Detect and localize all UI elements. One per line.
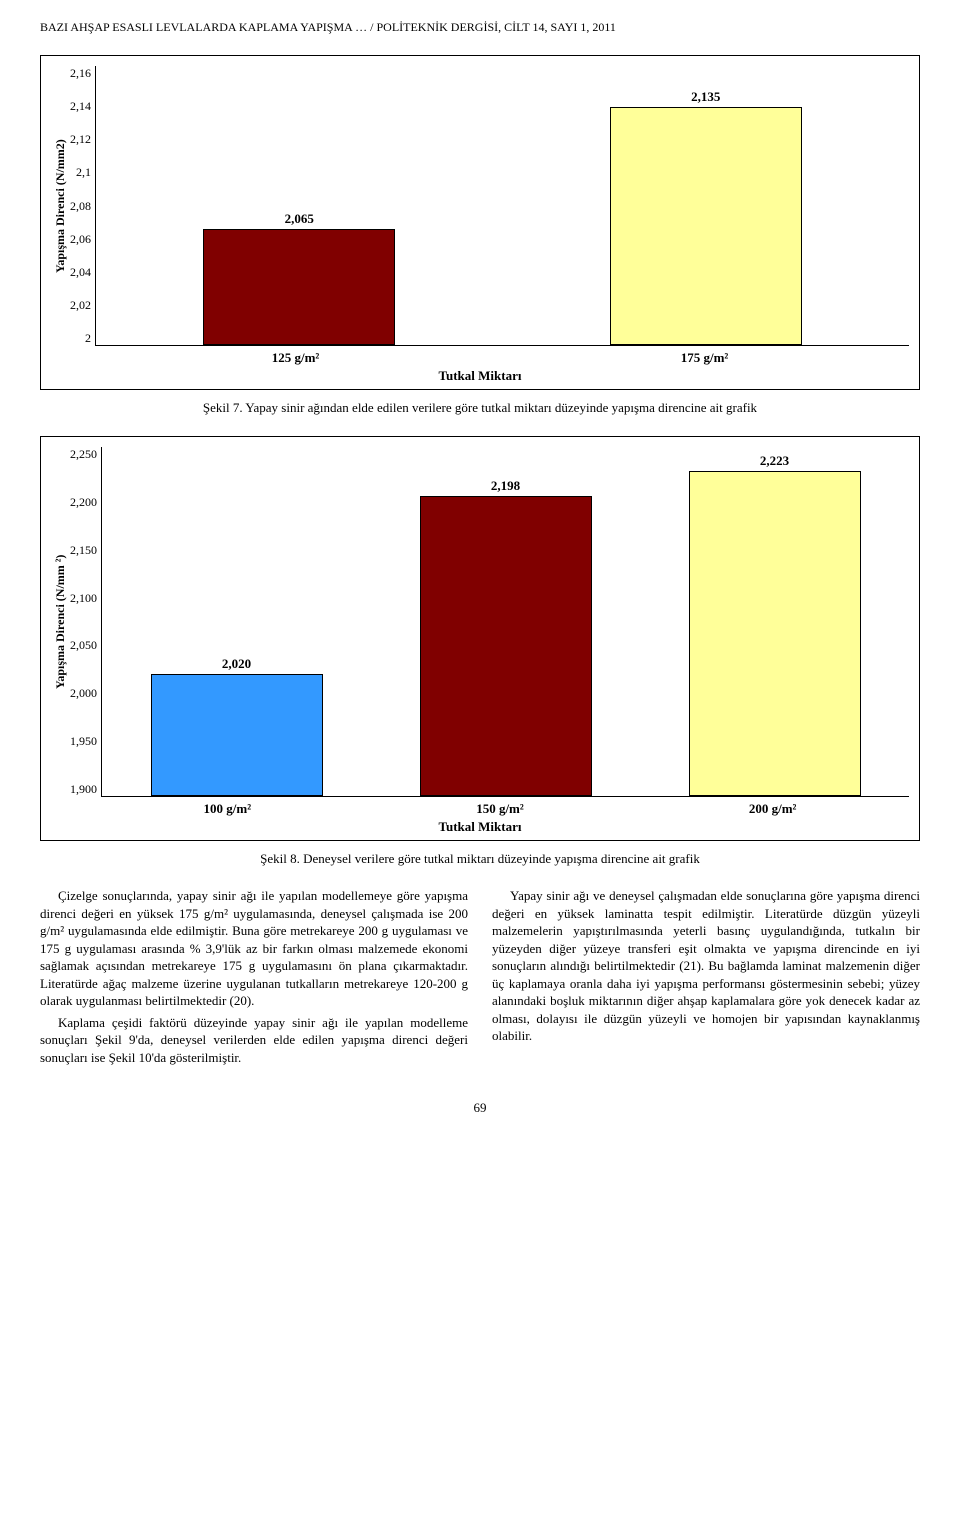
figure-8-chart: Yapışma Direnci (N/mm ²) 2,250 2,200 2,150… (40, 436, 920, 841)
ytick: 2,1 (70, 165, 91, 180)
chart2-xticks: 100 g/m² 150 g/m² 200 g/m² (91, 801, 909, 817)
paragraph: Kaplama çeşidi faktörü düzeyinde yapay s… (40, 1014, 468, 1067)
bar-value-label: 2,223 (760, 453, 789, 469)
bar: 2,020 (137, 656, 337, 796)
ytick: 2,050 (70, 638, 97, 653)
chart2-xlabel: Tutkal Miktarı (51, 819, 909, 835)
chart2-plot: 2,020 2,198 2,223 (101, 447, 909, 797)
xtick: 175 g/m² (610, 350, 800, 366)
page-number: 69 (40, 1100, 920, 1116)
ytick: 2 (70, 331, 91, 346)
bar-rect (151, 674, 323, 796)
ytick: 2,04 (70, 265, 91, 280)
bar-value-label: 2,198 (491, 478, 520, 494)
bar-value-label: 2,135 (691, 89, 720, 105)
xtick: 200 g/m² (688, 801, 858, 817)
ytick: 2,16 (70, 66, 91, 81)
ytick: 2,100 (70, 591, 97, 606)
bar-value-label: 2,020 (222, 656, 251, 672)
xtick: 150 g/m² (415, 801, 585, 817)
bar-value-label: 2,065 (285, 211, 314, 227)
chart1-xlabel: Tutkal Miktarı (51, 368, 909, 384)
chart2-yaxis: 2,250 2,200 2,150 2,100 2,050 2,000 1,950 1,900 (70, 447, 101, 797)
chart1-plot: 2,065 2,135 (95, 66, 909, 346)
bar: 2,198 (406, 478, 606, 796)
left-column: Çizelge sonuçlarında, yapay sinir ağı il… (40, 887, 468, 1070)
ytick: 2,06 (70, 232, 91, 247)
ytick: 2,08 (70, 199, 91, 214)
bar-rect (610, 107, 802, 345)
bar: 2,135 (606, 89, 806, 345)
ytick: 2,200 (70, 495, 97, 510)
paragraph: Yapay sinir ağı ve deneysel çalışmadan e… (492, 887, 920, 1045)
figure-8-caption: Şekil 8. Deneysel verilere göre tutkal m… (40, 851, 920, 867)
bar: 2,065 (199, 211, 399, 345)
chart1-ylabel: Yapışma Direnci (N/mm2) (51, 66, 70, 346)
bar-rect (420, 496, 592, 796)
paragraph: Çizelge sonuçlarında, yapay sinir ağı il… (40, 887, 468, 1010)
right-column: Yapay sinir ağı ve deneysel çalışmadan e… (492, 887, 920, 1070)
chart1-xticks: 125 g/m² 175 g/m² (91, 350, 909, 366)
bar-rect (203, 229, 395, 345)
ytick: 2,14 (70, 99, 91, 114)
ytick: 2,000 (70, 686, 97, 701)
ytick: 2,250 (70, 447, 97, 462)
chart1-yaxis: 2,16 2,14 2,12 2,1 2,08 2,06 2,04 2,02 2 (70, 66, 95, 346)
xtick: 125 g/m² (201, 350, 391, 366)
figure-7-caption: Şekil 7. Yapay sinir ağından elde edilen… (40, 400, 920, 416)
bar-rect (689, 471, 861, 796)
ytick: 2,02 (70, 298, 91, 313)
figure-7-chart: Yapışma Direnci (N/mm2) 2,162,142,122,12… (40, 55, 920, 390)
chart2-ylabel: Yapışma Direnci (N/mm ²) (51, 447, 70, 797)
xtick: 100 g/m² (142, 801, 312, 817)
ytick: 1,900 (70, 782, 97, 797)
body-text: Çizelge sonuçlarında, yapay sinir ağı il… (40, 887, 920, 1070)
ytick: 2,12 (70, 132, 91, 147)
bar: 2,223 (675, 453, 875, 796)
ytick: 1,950 (70, 734, 97, 749)
ytick: 2,150 (70, 543, 97, 558)
page-header: BAZI AHŞAP ESASLI LEVLALARDA KAPLAMA YAP… (40, 20, 920, 35)
